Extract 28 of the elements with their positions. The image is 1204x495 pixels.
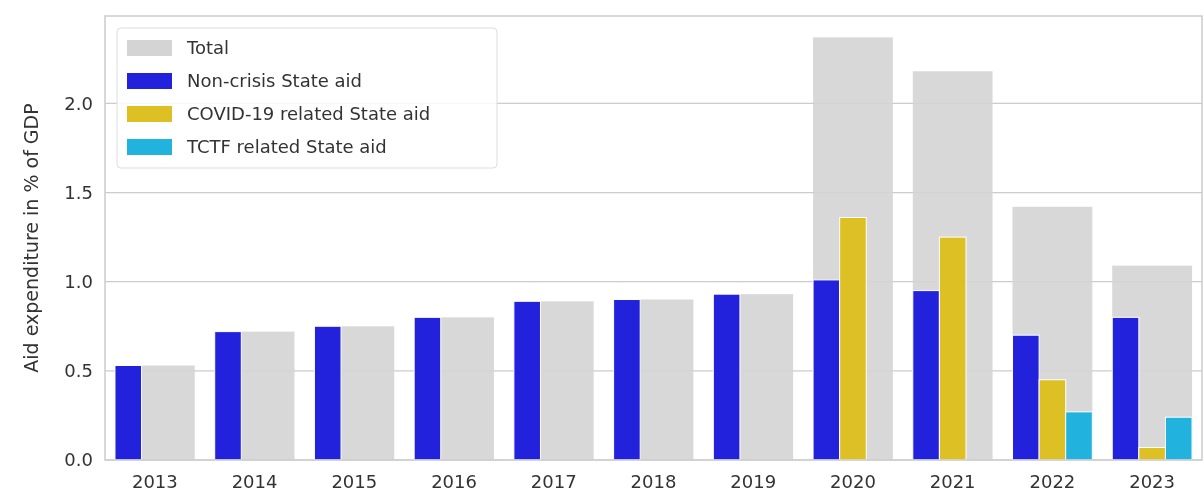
legend-label: COVID-19 related State aid: [187, 103, 431, 125]
legend-label: Non-crisis State aid: [187, 70, 362, 92]
x-tick-label: 2016: [431, 471, 477, 492]
x-tick-label: 2023: [1129, 471, 1176, 492]
x-tick-label: 2022: [1029, 471, 1076, 492]
y-tick-label: 1.0: [64, 270, 93, 292]
legend-label: TCTF related State aid: [186, 136, 387, 158]
bar: [712, 293, 741, 461]
bar: [313, 325, 342, 461]
y-tick-label: 0.0: [64, 449, 93, 471]
bar: [613, 299, 641, 461]
bar: [214, 331, 242, 461]
x-tick-label: 2021: [929, 471, 976, 492]
x-tick-label: 2014: [231, 471, 278, 492]
x-tick-label: 2015: [331, 471, 378, 492]
y-tick-label: 1.5: [64, 181, 93, 203]
x-tick-label: 2019: [730, 471, 777, 492]
bar: [413, 316, 442, 461]
x-tick-label: 2018: [630, 471, 677, 492]
legend-label: Total: [186, 37, 230, 59]
y-tick-label: 0.5: [64, 360, 93, 382]
bar: [513, 300, 541, 461]
x-tick-label: 2017: [530, 471, 577, 492]
y-tick-label: 2.0: [64, 92, 93, 114]
bar: [114, 364, 143, 461]
x-tick-label: 2013: [131, 471, 178, 492]
y-axis-title: Aid expenditure in % of GDP: [20, 103, 42, 373]
x-tick-label: 2020: [830, 471, 876, 492]
